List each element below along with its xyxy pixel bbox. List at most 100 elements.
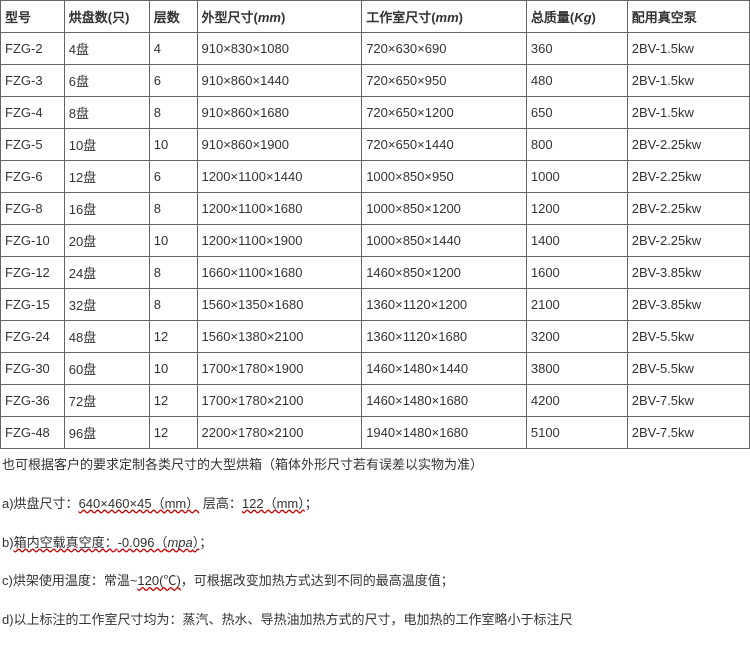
cell-layers: 10: [149, 129, 197, 161]
cell-trays: 16盘: [64, 193, 149, 225]
table-row: FZG-48盘8910×860×1680720×650×12006502BV-1…: [1, 97, 750, 129]
cell-trays: 6盘: [64, 65, 149, 97]
cell-trays: 12盘: [64, 161, 149, 193]
cell-pump: 2BV-1.5kw: [627, 97, 749, 129]
cell-weight: 1400: [526, 225, 627, 257]
table-row: FZG-3060盘101700×1780×19001460×1480×14403…: [1, 353, 750, 385]
note-b: b)箱内空载真空度：-0.096（mpa）；: [2, 533, 748, 554]
header-outer-dim: 外型尺寸(mm): [197, 1, 362, 33]
header-model: 型号: [1, 1, 65, 33]
cell-model: FZG-10: [1, 225, 65, 257]
cell-weight: 360: [526, 33, 627, 65]
cell-trays: 48盘: [64, 321, 149, 353]
cell-pump: 2BV-5.5kw: [627, 321, 749, 353]
table-header-row: 型号 烘盘数(只) 层数 外型尺寸(mm) 工作室尺寸(mm) 总质量(Kg) …: [1, 1, 750, 33]
table-row: FZG-36盘6910×860×1440720×650×9504802BV-1.…: [1, 65, 750, 97]
table-row: FZG-1020盘101200×1100×19001000×850×144014…: [1, 225, 750, 257]
cell-weight: 480: [526, 65, 627, 97]
cell-layers: 12: [149, 321, 197, 353]
cell-outer: 1660×1100×1680: [197, 257, 362, 289]
cell-outer: 910×860×1680: [197, 97, 362, 129]
cell-outer: 910×860×1900: [197, 129, 362, 161]
header-inner-dim: 工作室尺寸(mm): [362, 1, 527, 33]
cell-model: FZG-4: [1, 97, 65, 129]
note-d: d)以上标注的工作室尺寸均为：蒸汽、热水、导热油加热方式的尺寸，电加热的工作室略…: [2, 610, 748, 631]
cell-model: FZG-6: [1, 161, 65, 193]
note-a: a)烘盘尺寸：640×460×45（mm） 层高：122（mm）；: [2, 494, 748, 515]
cell-outer: 1560×1350×1680: [197, 289, 362, 321]
cell-inner: 1000×850×1200: [362, 193, 527, 225]
cell-trays: 20盘: [64, 225, 149, 257]
table-row: FZG-3672盘121700×1780×21001460×1480×16804…: [1, 385, 750, 417]
cell-model: FZG-3: [1, 65, 65, 97]
cell-model: FZG-30: [1, 353, 65, 385]
cell-model: FZG-36: [1, 385, 65, 417]
cell-layers: 10: [149, 353, 197, 385]
cell-inner: 720×630×690: [362, 33, 527, 65]
cell-trays: 60盘: [64, 353, 149, 385]
cell-trays: 32盘: [64, 289, 149, 321]
cell-inner: 1360×1120×1680: [362, 321, 527, 353]
cell-trays: 96盘: [64, 417, 149, 449]
cell-outer: 1200×1100×1440: [197, 161, 362, 193]
cell-layers: 10: [149, 225, 197, 257]
cell-weight: 1000: [526, 161, 627, 193]
table-row: FZG-4896盘122200×1780×21001940×1480×16805…: [1, 417, 750, 449]
cell-model: FZG-2: [1, 33, 65, 65]
cell-layers: 8: [149, 97, 197, 129]
cell-trays: 4盘: [64, 33, 149, 65]
cell-pump: 2BV-2.25kw: [627, 225, 749, 257]
cell-weight: 1200: [526, 193, 627, 225]
cell-pump: 2BV-1.5kw: [627, 65, 749, 97]
cell-inner: 720×650×1440: [362, 129, 527, 161]
cell-trays: 8盘: [64, 97, 149, 129]
cell-pump: 2BV-3.85kw: [627, 289, 749, 321]
cell-model: FZG-24: [1, 321, 65, 353]
cell-outer: 1700×1780×2100: [197, 385, 362, 417]
cell-inner: 1360×1120×1200: [362, 289, 527, 321]
cell-layers: 12: [149, 417, 197, 449]
cell-layers: 6: [149, 161, 197, 193]
notes-section: 也可根据客户的要求定制各类尺寸的大型烘箱（箱体外形尺寸若有误差以实物为准） a)…: [0, 449, 750, 653]
cell-outer: 1200×1100×1680: [197, 193, 362, 225]
cell-trays: 72盘: [64, 385, 149, 417]
table-row: FZG-612盘61200×1100×14401000×850×95010002…: [1, 161, 750, 193]
cell-inner: 1000×850×950: [362, 161, 527, 193]
cell-weight: 4200: [526, 385, 627, 417]
table-row: FZG-1532盘81560×1350×16801360×1120×120021…: [1, 289, 750, 321]
cell-pump: 2BV-3.85kw: [627, 257, 749, 289]
cell-inner: 1460×1480×1440: [362, 353, 527, 385]
table-row: FZG-816盘81200×1100×16801000×850×12001200…: [1, 193, 750, 225]
table-row: FZG-510盘10910×860×1900720×650×14408002BV…: [1, 129, 750, 161]
cell-weight: 3800: [526, 353, 627, 385]
table-row: FZG-1224盘81660×1100×16801460×850×1200160…: [1, 257, 750, 289]
cell-layers: 4: [149, 33, 197, 65]
table-row: FZG-2448盘121560×1380×21001360×1120×16803…: [1, 321, 750, 353]
cell-inner: 1000×850×1440: [362, 225, 527, 257]
cell-model: FZG-12: [1, 257, 65, 289]
cell-inner: 720×650×1200: [362, 97, 527, 129]
cell-trays: 24盘: [64, 257, 149, 289]
cell-layers: 8: [149, 257, 197, 289]
header-pump: 配用真空泵: [627, 1, 749, 33]
header-trays: 烘盘数(只): [64, 1, 149, 33]
cell-pump: 2BV-7.5kw: [627, 385, 749, 417]
cell-pump: 2BV-5.5kw: [627, 353, 749, 385]
note-intro: 也可根据客户的要求定制各类尺寸的大型烘箱（箱体外形尺寸若有误差以实物为准）: [2, 455, 748, 476]
cell-weight: 2100: [526, 289, 627, 321]
cell-outer: 1700×1780×1900: [197, 353, 362, 385]
header-weight: 总质量(Kg): [526, 1, 627, 33]
cell-inner: 1460×1480×1680: [362, 385, 527, 417]
cell-weight: 1600: [526, 257, 627, 289]
cell-model: FZG-15: [1, 289, 65, 321]
cell-model: FZG-5: [1, 129, 65, 161]
cell-inner: 1940×1480×1680: [362, 417, 527, 449]
cell-inner: 720×650×950: [362, 65, 527, 97]
cell-outer: 910×830×1080: [197, 33, 362, 65]
cell-weight: 800: [526, 129, 627, 161]
cell-inner: 1460×850×1200: [362, 257, 527, 289]
cell-weight: 3200: [526, 321, 627, 353]
cell-outer: 910×860×1440: [197, 65, 362, 97]
spec-table: 型号 烘盘数(只) 层数 外型尺寸(mm) 工作室尺寸(mm) 总质量(Kg) …: [0, 0, 750, 449]
cell-weight: 5100: [526, 417, 627, 449]
